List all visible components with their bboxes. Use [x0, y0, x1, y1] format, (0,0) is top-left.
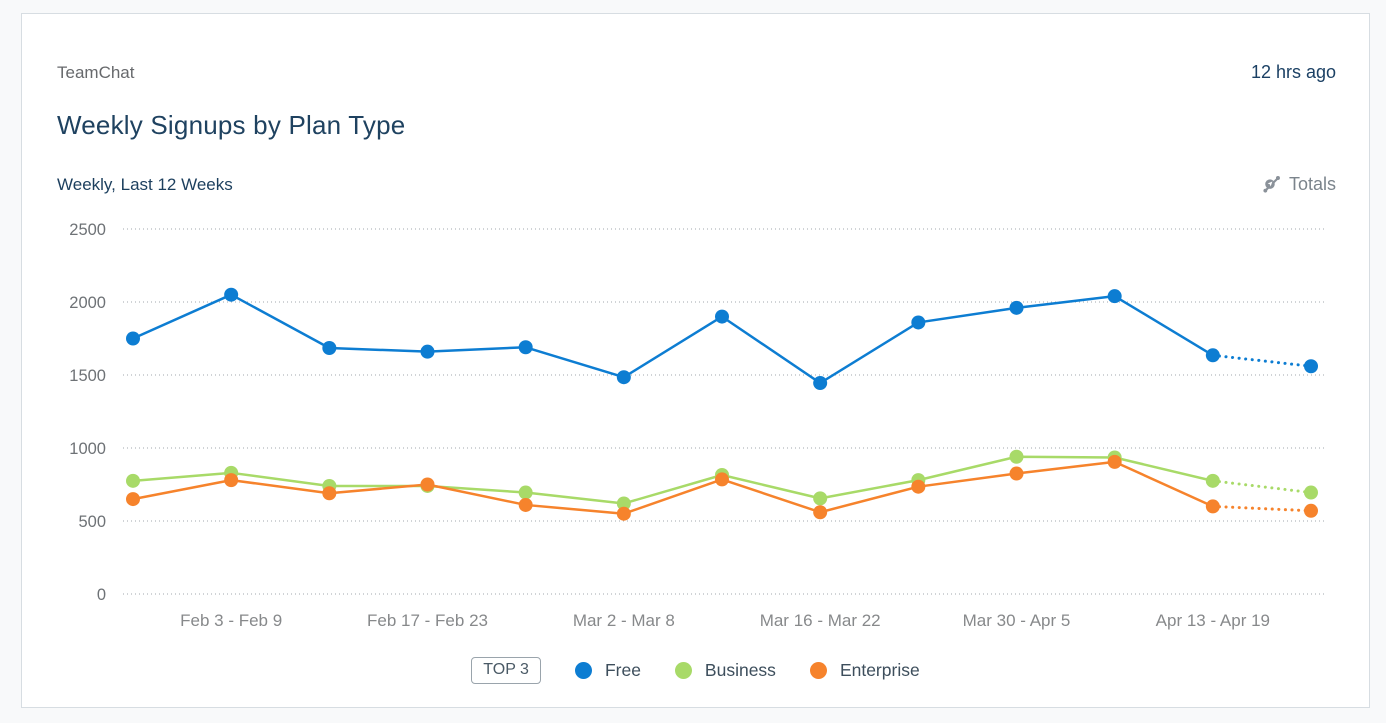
- free-data-point[interactable]: [518, 340, 533, 355]
- free-data-point[interactable]: [420, 344, 435, 359]
- free-data-point[interactable]: [911, 315, 926, 330]
- x-axis-tick-label: Mar 16 - Mar 22: [760, 611, 881, 630]
- business-data-point[interactable]: [518, 485, 533, 500]
- enterprise-data-point[interactable]: [1304, 503, 1319, 518]
- free-data-point[interactable]: [616, 370, 631, 385]
- free-data-point[interactable]: [126, 331, 140, 346]
- y-axis-tick-label: 1500: [69, 367, 106, 385]
- x-axis-tick-label: Feb 17 - Feb 23: [367, 611, 488, 630]
- enterprise-data-point[interactable]: [322, 486, 337, 501]
- x-axis-tick-label: Mar 2 - Mar 8: [573, 611, 675, 630]
- free-data-point[interactable]: [322, 340, 337, 355]
- legend-item-business[interactable]: Business: [674, 660, 776, 681]
- legend-item-enterprise[interactable]: Enterprise: [809, 660, 920, 681]
- business-series-dot-icon: [674, 662, 692, 679]
- enterprise-data-point[interactable]: [813, 505, 828, 520]
- totals-label: Totals: [1288, 174, 1336, 194]
- enterprise-series-line: [132, 460, 1214, 515]
- business-data-point[interactable]: [616, 496, 631, 511]
- free-data-point[interactable]: [1009, 300, 1024, 315]
- app-name: TeamChat: [57, 63, 135, 82]
- business-data-point[interactable]: [126, 473, 140, 488]
- x-axis-tick-label: Apr 13 - Apr 19: [1156, 611, 1270, 630]
- enterprise-series-dot-icon: [809, 662, 827, 679]
- signups-line-chart[interactable]: 0 500 1000 1500 2000 2500 Feb 3 - Feb 9 Feb 17 …: [22, 14, 1371, 709]
- business-data-point[interactable]: [1009, 449, 1024, 464]
- enterprise-data-point[interactable]: [126, 492, 140, 507]
- legend-label: Enterprise: [839, 660, 920, 680]
- y-axis-tick-label: 500: [78, 513, 106, 531]
- enterprise-data-point[interactable]: [518, 497, 533, 512]
- enterprise-data-point[interactable]: [715, 472, 730, 487]
- subtitle-row: Weekly, Last 12 Weeks Totals: [57, 174, 1336, 195]
- business-series-line: [132, 455, 1214, 505]
- y-axis-tick-label: 2000: [69, 294, 106, 312]
- enterprise-data-point[interactable]: [616, 506, 631, 521]
- free-series-line: [132, 293, 1214, 385]
- trend-chart-icon: [1262, 175, 1281, 194]
- free-data-point[interactable]: [1304, 359, 1319, 374]
- x-axis-tick-label: Feb 3 - Feb 9: [180, 611, 282, 630]
- legend-label: Free: [604, 660, 641, 680]
- free-data-point[interactable]: [1107, 289, 1122, 304]
- analytics-card: TeamChat 12 hrs ago Weekly Signups by Pl…: [21, 13, 1370, 708]
- business-data-point[interactable]: [1304, 485, 1319, 500]
- enterprise-data-point[interactable]: [1009, 466, 1024, 481]
- free-data-point[interactable]: [224, 287, 239, 302]
- free-data-point[interactable]: [715, 309, 730, 324]
- card-header: TeamChat 12 hrs ago: [57, 62, 1336, 83]
- page-title: Weekly Signups by Plan Type: [57, 110, 406, 140]
- enterprise-data-point[interactable]: [911, 479, 926, 494]
- enterprise-data-point[interactable]: [1205, 499, 1220, 514]
- free-data-point[interactable]: [1205, 348, 1220, 363]
- chart-legend: TOP 3 Free Business Enterprise: [22, 657, 1369, 684]
- y-axis-tick-label: 1000: [69, 440, 106, 458]
- y-axis-tick-label: 0: [97, 586, 106, 604]
- enterprise-data-point[interactable]: [224, 473, 239, 488]
- y-axis-tick-label: 2500: [69, 221, 106, 239]
- totals-toggle[interactable]: Totals: [1262, 174, 1336, 195]
- chart-subtitle: Weekly, Last 12 Weeks: [57, 174, 233, 194]
- enterprise-series-projection-line: [1211, 504, 1313, 513]
- legend-item-free[interactable]: Free: [574, 660, 641, 681]
- timestamp: 12 hrs ago: [1250, 62, 1336, 82]
- free-series-projection-line: [1211, 353, 1313, 368]
- free-series-dot-icon: [574, 662, 592, 679]
- business-data-point[interactable]: [813, 491, 828, 506]
- legend-label: Business: [704, 660, 776, 680]
- business-data-point[interactable]: [1205, 473, 1220, 488]
- business-series-projection-line: [1211, 479, 1313, 495]
- x-axis-tick-label: Mar 30 - Apr 5: [963, 611, 1071, 630]
- top-3-badge: TOP 3: [471, 657, 541, 684]
- enterprise-data-point[interactable]: [420, 477, 435, 492]
- free-data-point[interactable]: [813, 376, 828, 391]
- enterprise-data-point[interactable]: [1107, 454, 1122, 469]
